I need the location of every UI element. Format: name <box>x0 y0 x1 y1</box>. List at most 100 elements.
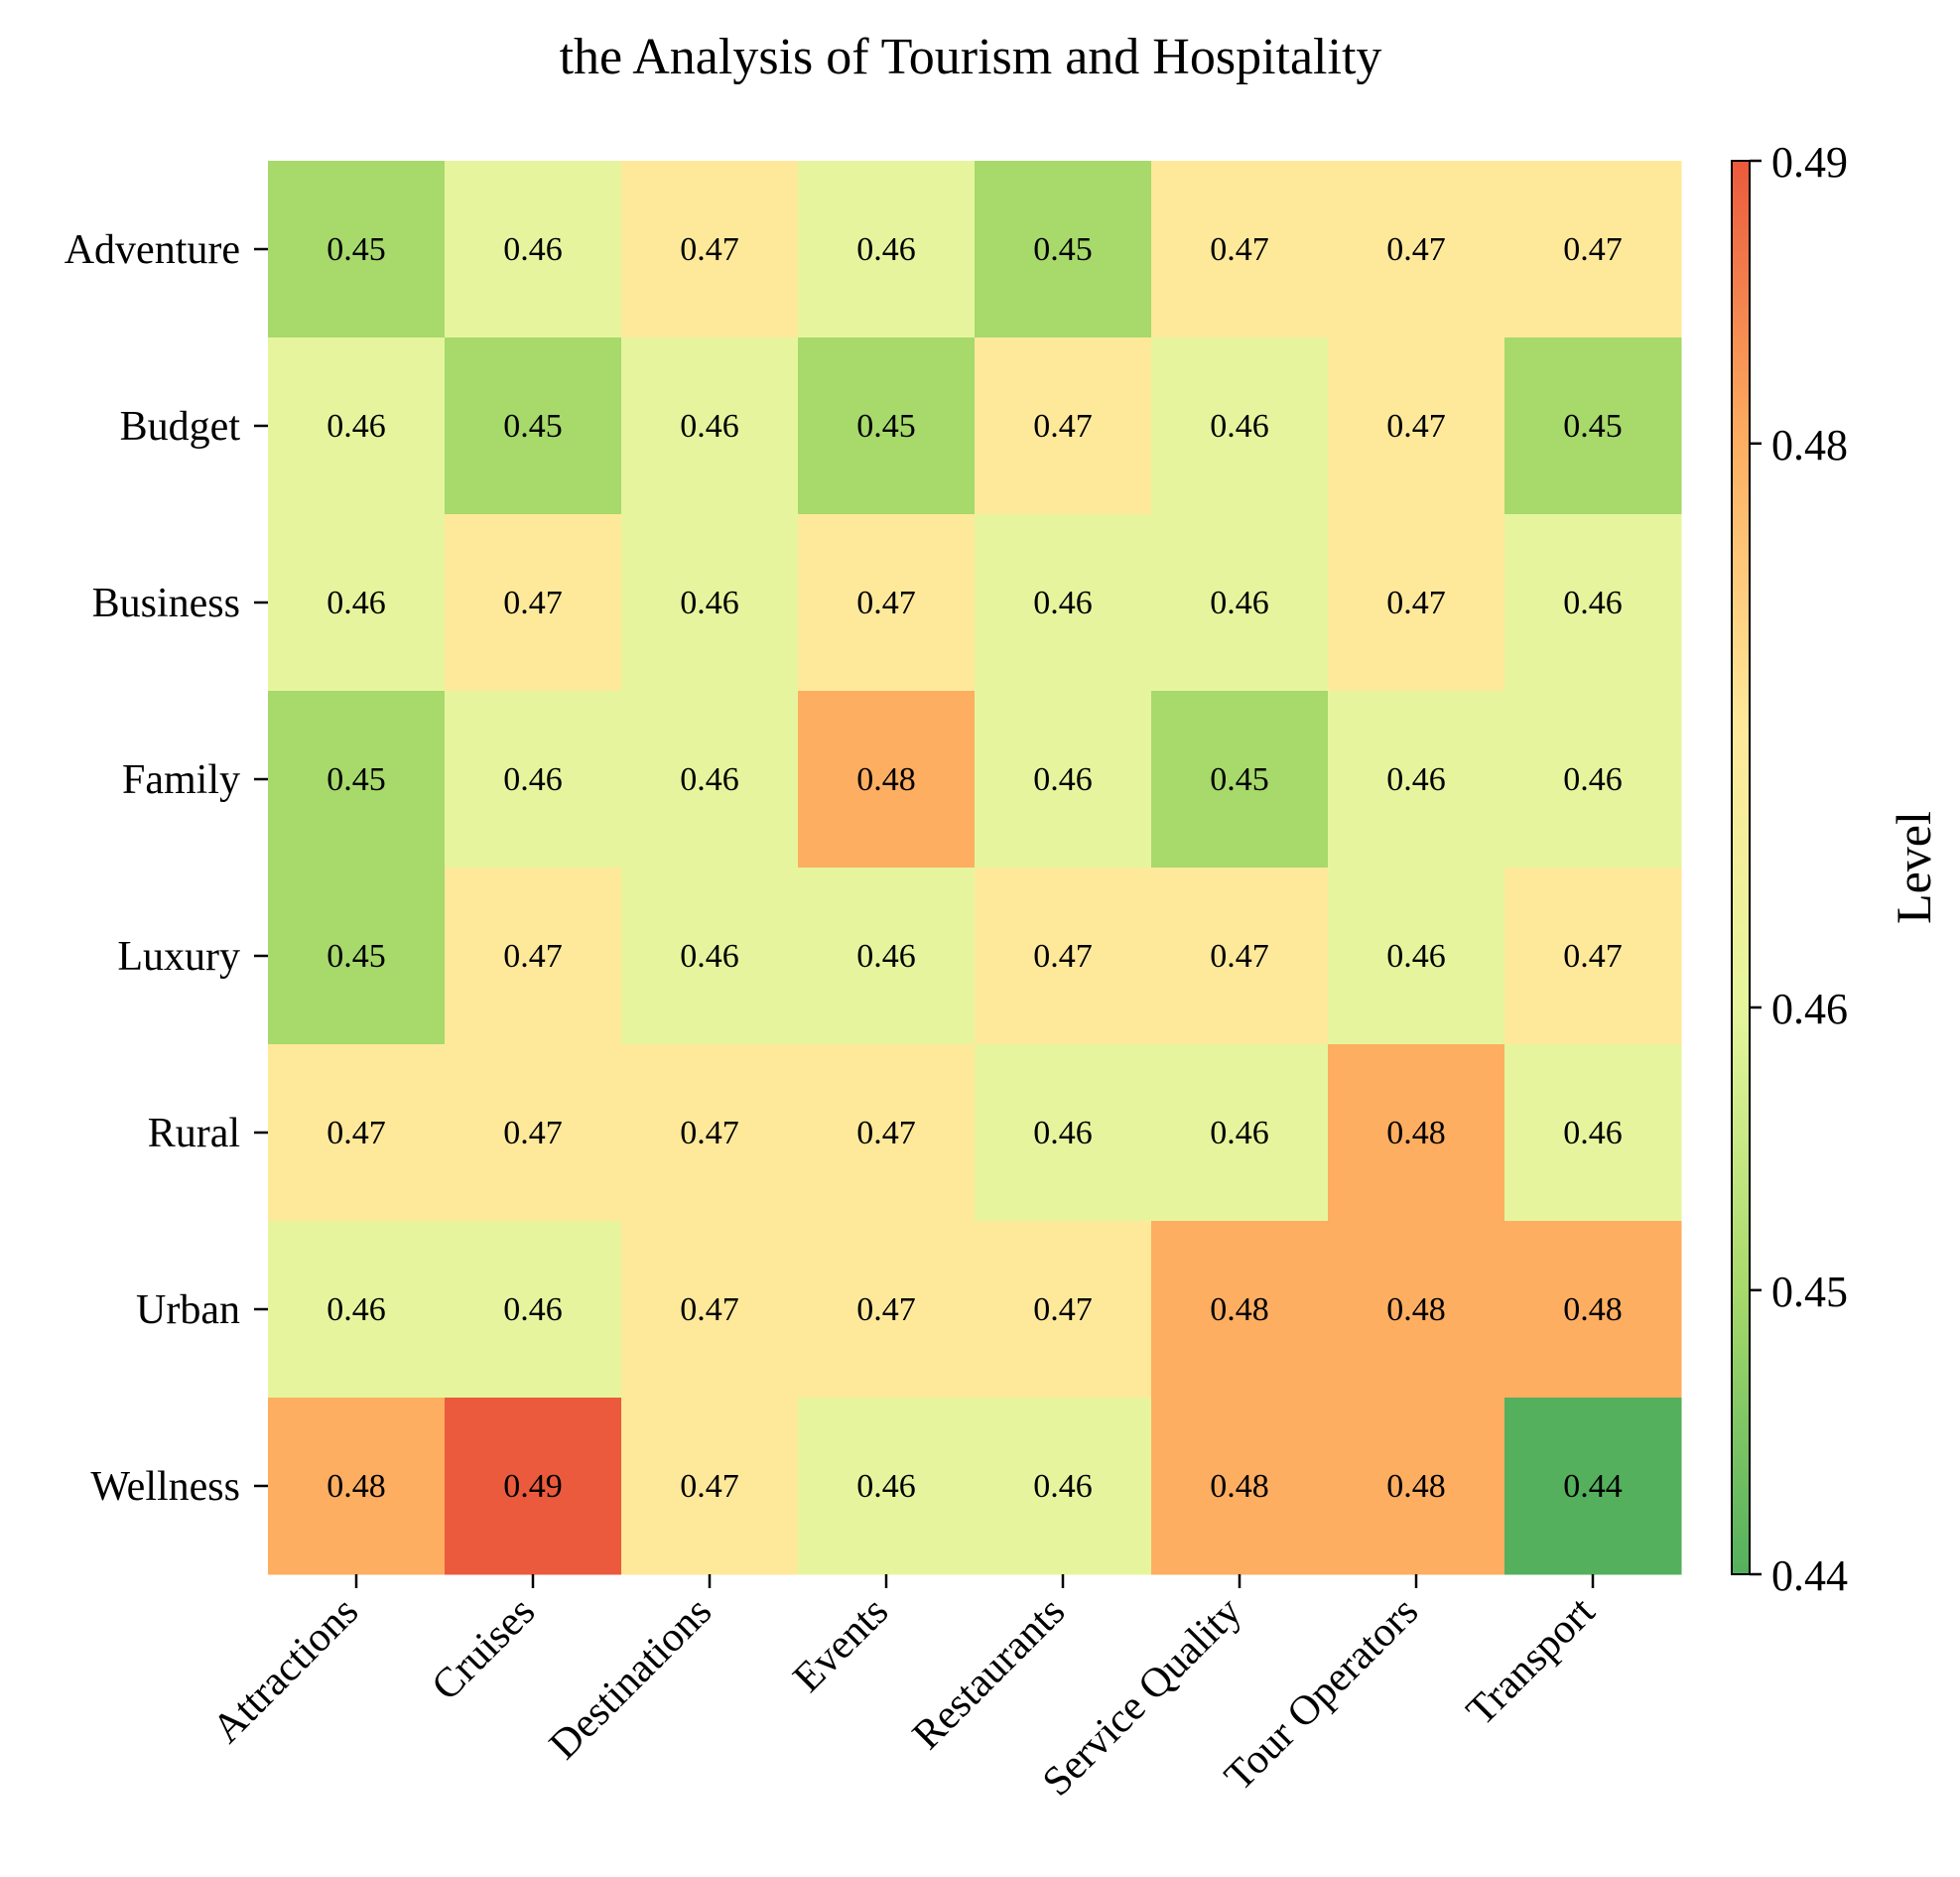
cell-value-label: 0.47 <box>680 231 739 268</box>
colorbar-tick-label: 0.45 <box>1771 1268 1848 1316</box>
cell-value-label: 0.47 <box>680 1115 739 1151</box>
heatmap-cell <box>621 691 799 869</box>
cell-value-label: 0.46 <box>503 231 563 268</box>
heatmap-cell <box>1504 691 1682 869</box>
cell-value-label: 0.46 <box>1033 1115 1093 1151</box>
cell-value-label: 0.47 <box>503 585 563 621</box>
cell-value-label: 0.47 <box>1386 231 1446 268</box>
colorbar-label: Level <box>1886 811 1941 924</box>
cell-value-label: 0.48 <box>1210 1291 1269 1328</box>
heatmap-cell <box>445 868 622 1045</box>
heatmap-cell <box>445 161 622 338</box>
heatmap-cell <box>445 1044 622 1222</box>
cell-value-label: 0.46 <box>1563 585 1623 621</box>
cell-value-label: 0.47 <box>503 938 563 975</box>
heatmap-cell <box>1151 1221 1329 1399</box>
heatmap-cell <box>445 691 622 869</box>
heatmap-cell <box>268 337 446 515</box>
heatmap-cell <box>621 514 799 692</box>
cell-value-label: 0.46 <box>327 408 386 445</box>
heatmap-cell <box>1328 1221 1505 1399</box>
cell-value-label: 0.47 <box>1210 938 1269 975</box>
cell-value-label: 0.45 <box>856 408 916 445</box>
cell-value-label: 0.46 <box>1210 585 1269 621</box>
cell-value-label: 0.47 <box>1563 231 1623 268</box>
cell-value-label: 0.44 <box>1563 1468 1623 1505</box>
heatmap-cell <box>268 868 446 1045</box>
heatmap-cell <box>268 514 446 692</box>
cell-value-label: 0.47 <box>1033 1291 1093 1328</box>
cell-value-label: 0.45 <box>503 408 563 445</box>
heatmap-cell <box>798 161 976 338</box>
colorbar-tick-label: 0.48 <box>1771 421 1848 469</box>
heatmap-cell <box>1328 337 1505 515</box>
cell-value-label: 0.45 <box>327 231 386 268</box>
heatmap-cell <box>1504 868 1682 1045</box>
cell-value-label: 0.45 <box>1210 761 1269 798</box>
cell-value-label: 0.48 <box>1386 1115 1446 1151</box>
heatmap-cell <box>798 1398 976 1575</box>
cell-value-label: 0.47 <box>856 585 916 621</box>
colorbar-tick-label: 0.44 <box>1771 1551 1848 1600</box>
cell-value-label: 0.46 <box>327 585 386 621</box>
heatmap-cell <box>445 1221 622 1399</box>
heatmap-cell <box>975 1398 1152 1575</box>
cell-value-label: 0.47 <box>680 1468 739 1505</box>
cell-value-label: 0.46 <box>680 938 739 975</box>
heatmap-cell <box>798 1221 976 1399</box>
cell-value-label: 0.47 <box>1033 938 1093 975</box>
heatmap-cell <box>445 337 622 515</box>
heatmap-cell <box>268 1221 446 1399</box>
x-tick-label: Events <box>785 1589 897 1701</box>
heatmap-cell <box>1328 514 1505 692</box>
cell-value-label: 0.47 <box>856 1291 916 1328</box>
heatmap-cell <box>1328 691 1505 869</box>
cell-value-label: 0.46 <box>1210 1115 1269 1151</box>
cell-value-label: 0.46 <box>1563 761 1623 798</box>
heatmap-cell <box>268 1398 446 1575</box>
cell-value-label: 0.45 <box>1563 408 1623 445</box>
heatmap-cell <box>975 1221 1152 1399</box>
x-tick-label: Attractions <box>204 1589 367 1752</box>
y-tick-label: Adventure <box>65 227 240 273</box>
heatmap-cell <box>1328 868 1505 1045</box>
cell-value-label: 0.46 <box>680 761 739 798</box>
heatmap-cell <box>1504 337 1682 515</box>
cell-value-label: 0.48 <box>1386 1291 1446 1328</box>
heatmap-cell <box>1328 161 1505 338</box>
heatmap-cell <box>445 1398 622 1575</box>
heatmap-cell <box>621 868 799 1045</box>
y-axis: Adventure Budget Business Family Luxury Rural… <box>65 227 268 1510</box>
heatmap-cell <box>1328 1398 1505 1575</box>
heatmap-cell <box>798 1044 976 1222</box>
heatmap-cell <box>621 337 799 515</box>
cell-value-label: 0.48 <box>327 1468 386 1505</box>
heatmap-cell <box>268 161 446 338</box>
heatmap-cell <box>1504 514 1682 692</box>
y-tick-label: Rural <box>148 1111 240 1156</box>
cell-value-label: 0.48 <box>1563 1291 1623 1328</box>
x-tick-label: Transport <box>1458 1588 1604 1734</box>
cell-value-label: 0.46 <box>1033 1468 1093 1505</box>
heatmap-cell <box>798 337 976 515</box>
heatmap-cell <box>268 691 446 869</box>
cell-value-label: 0.46 <box>1386 761 1446 798</box>
x-tick-label: Restaurants <box>904 1589 1074 1759</box>
heatmap-cell <box>445 514 622 692</box>
heatmap-cell <box>1504 161 1682 338</box>
cell-value-label: 0.46 <box>856 231 916 268</box>
y-tick-label: Budget <box>120 404 241 450</box>
heatmap-cell <box>1328 1044 1505 1222</box>
cell-value-label: 0.47 <box>503 1115 563 1151</box>
heatmap-cell <box>268 1044 446 1222</box>
heatmap-cell <box>1151 691 1329 869</box>
cell-value-label: 0.48 <box>856 761 916 798</box>
heatmap-cell <box>975 514 1152 692</box>
cell-value-label: 0.47 <box>1563 938 1623 975</box>
heatmap-cell <box>975 868 1152 1045</box>
colorbar-gradient <box>1731 160 1751 1575</box>
cell-value-label: 0.46 <box>856 938 916 975</box>
